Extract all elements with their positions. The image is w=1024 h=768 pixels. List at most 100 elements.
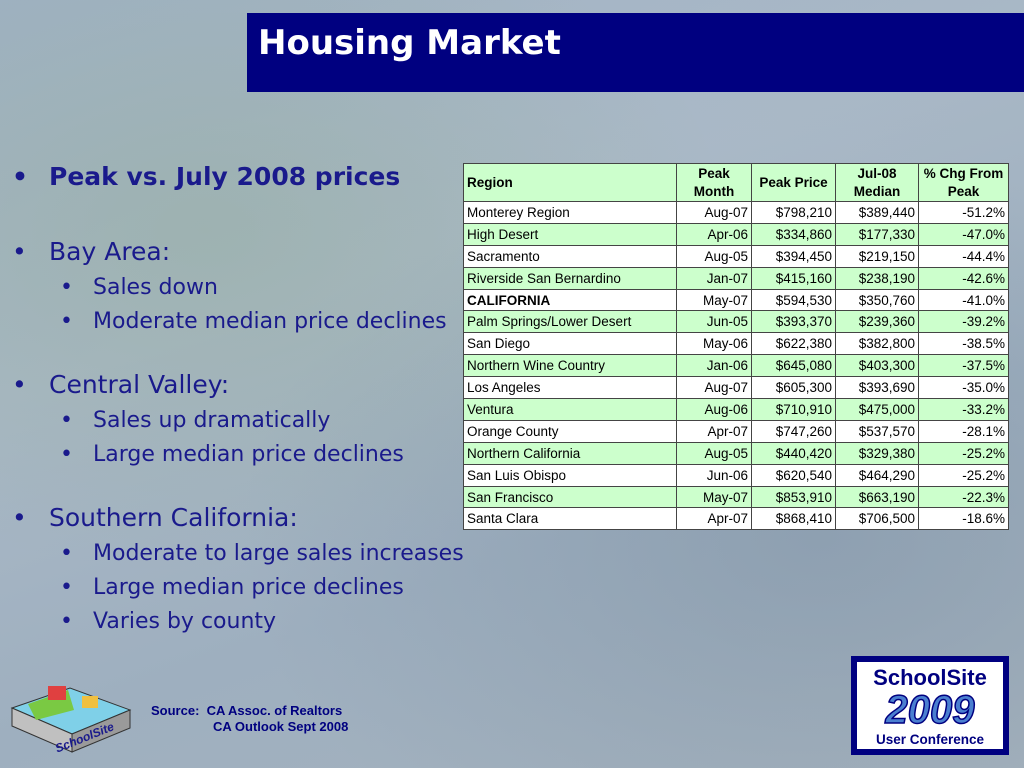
- table-cell: Jan-06: [676, 354, 752, 378]
- table-cell: $389,440: [835, 201, 919, 224]
- table-row: Riverside San Bernardino Jan-07 $415,160 $2…: [463, 266, 1009, 290]
- sub-bullet: • Moderate median price declines: [60, 309, 447, 334]
- table-cell: Northern Wine Country: [463, 354, 677, 378]
- left-logo: SchoolSite: [10, 686, 132, 756]
- table-cell: $622,380: [751, 332, 836, 356]
- table-row: Los Angeles Aug-07 $605,300 $393,690 -35.0%: [463, 376, 1009, 400]
- table-cell: Aug-07: [676, 201, 752, 224]
- bullet: • Central Valley:: [12, 370, 230, 399]
- table-cell: Orange County: [463, 419, 677, 443]
- table-cell: $238,190: [835, 266, 919, 290]
- logo-text: SchoolSite: [873, 665, 987, 690]
- table-cell: $219,150: [835, 244, 919, 268]
- table-cell: -39.2%: [918, 310, 1009, 334]
- table-cell: $382,800: [835, 332, 919, 356]
- table-row: Sacramento Aug-05 $394,450 $219,150 -44.4%: [463, 244, 1009, 268]
- table-cell: $239,360: [835, 310, 919, 334]
- table-cell: -18.6%: [918, 507, 1009, 531]
- logo-house: [48, 686, 66, 700]
- table-cell: San Diego: [463, 332, 677, 356]
- table-cell: -35.0%: [918, 376, 1009, 400]
- table-cell: $868,410: [751, 507, 836, 531]
- logo-house: [82, 696, 98, 708]
- table-cell: High Desert: [463, 222, 677, 246]
- bullet-text: Large median price declines: [93, 442, 404, 467]
- table-row: San Luis Obispo Jun-06 $620,540 $464,290 -25…: [463, 463, 1009, 487]
- table-cell: -22.3%: [918, 485, 1009, 509]
- table-cell: San Francisco: [463, 485, 677, 509]
- bullet: • Peak vs. July 2008 prices: [12, 162, 401, 191]
- column-header: % Chg From Peak: [918, 163, 1009, 202]
- table-cell: $393,690: [835, 376, 919, 400]
- bullet-text: Peak vs. July 2008 prices: [49, 162, 401, 191]
- logo-text: 2009: [885, 687, 975, 733]
- table-cell: Aug-07: [676, 376, 752, 400]
- bullet-text: Large median price declines: [93, 575, 404, 600]
- table-cell: Apr-07: [676, 507, 752, 531]
- table-cell: -42.6%: [918, 266, 1009, 290]
- bullet-text: Bay Area:: [49, 237, 171, 266]
- source-line: CA Outlook Sept 2008: [213, 719, 349, 734]
- table-cell: Riverside San Bernardino: [463, 266, 677, 290]
- table-cell: $747,260: [751, 419, 836, 443]
- table-cell: Apr-07: [676, 419, 752, 443]
- table-row: CALIFORNIA May-07 $594,530 $350,760 -41.0%: [463, 288, 1009, 312]
- sub-bullet: • Sales down: [60, 275, 218, 300]
- bullet-text: Central Valley:: [49, 370, 230, 399]
- table-cell: -33.2%: [918, 398, 1009, 421]
- table-cell: Aug-06: [676, 398, 752, 421]
- table-cell: $663,190: [835, 485, 919, 509]
- table-cell: $403,300: [835, 354, 919, 378]
- table-cell: $394,450: [751, 244, 836, 268]
- table-cell: Sacramento: [463, 244, 677, 268]
- table-cell: $645,080: [751, 354, 836, 378]
- table-cell: Jun-06: [676, 463, 752, 487]
- table-row: Orange County Apr-07 $747,260 $537,570 -28.1…: [463, 419, 1009, 443]
- table-cell: Jan-07: [676, 266, 752, 290]
- table-cell: Aug-05: [676, 244, 752, 268]
- table-cell: Los Angeles: [463, 376, 677, 400]
- table-row: Monterey Region Aug-07 $798,210 $389,440 -51…: [463, 201, 1009, 224]
- table-cell: -25.2%: [918, 441, 1009, 465]
- table-cell: -41.0%: [918, 288, 1009, 312]
- column-header: Jul-08 Median: [835, 163, 919, 202]
- table-cell: Palm Springs/Lower Desert: [463, 310, 677, 334]
- bullet: • Southern California:: [12, 503, 298, 532]
- table-cell: $706,500: [835, 507, 919, 531]
- bullet-text: Moderate median price declines: [93, 309, 447, 334]
- table-cell: May-07: [676, 288, 752, 312]
- table-cell: -28.1%: [918, 419, 1009, 443]
- table-row: Palm Springs/Lower Desert Jun-05 $393,370 $…: [463, 310, 1009, 334]
- column-header: Region: [463, 163, 677, 202]
- column-header: Peak Price: [751, 163, 836, 202]
- logo-panel: SchoolSite 2009 User Conference: [856, 661, 1004, 750]
- source-line: Source: CA Assoc. of Realtors: [151, 703, 343, 718]
- table-row: Northern California Aug-05 $440,420 $329,38…: [463, 441, 1009, 465]
- table-cell: May-06: [676, 332, 752, 356]
- table-cell: $620,540: [751, 463, 836, 487]
- table-cell: $334,860: [751, 222, 836, 246]
- table-row: San Diego May-06 $622,380 $382,800 -38.5%: [463, 332, 1009, 356]
- table-cell: Jun-05: [676, 310, 752, 334]
- table-row: Northern Wine Country Jan-06 $645,080 $403,…: [463, 354, 1009, 378]
- title-bar: Housing Market: [247, 13, 1024, 92]
- table-cell: Ventura: [463, 398, 677, 421]
- table-cell: $798,210: [751, 201, 836, 224]
- table-cell: San Luis Obispo: [463, 463, 677, 487]
- price-table: Region Peak Month Peak Price Jul-08 Median%…: [463, 163, 1009, 531]
- sub-bullet: • Large median price declines: [60, 575, 404, 600]
- bullet-text: Moderate to large sales increases: [93, 541, 464, 566]
- table-cell: $475,000: [835, 398, 919, 421]
- sub-bullet: • Sales up dramatically: [60, 408, 331, 433]
- table-cell: -51.2%: [918, 201, 1009, 224]
- table-body: Monterey Region Aug-07 $798,210 $389,440 -51…: [463, 201, 1009, 531]
- header-row: Region Peak Month Peak Price Jul-08 Median%…: [463, 163, 1009, 202]
- table-cell: $329,380: [835, 441, 919, 465]
- table-row: Ventura Aug-06 $710,910 $475,000 -33.2%: [463, 398, 1009, 421]
- bullet-text: Southern California:: [49, 503, 298, 532]
- table-cell: $440,420: [751, 441, 836, 465]
- table-cell: -25.2%: [918, 463, 1009, 487]
- table-cell: -47.0%: [918, 222, 1009, 246]
- table-cell: $393,370: [751, 310, 836, 334]
